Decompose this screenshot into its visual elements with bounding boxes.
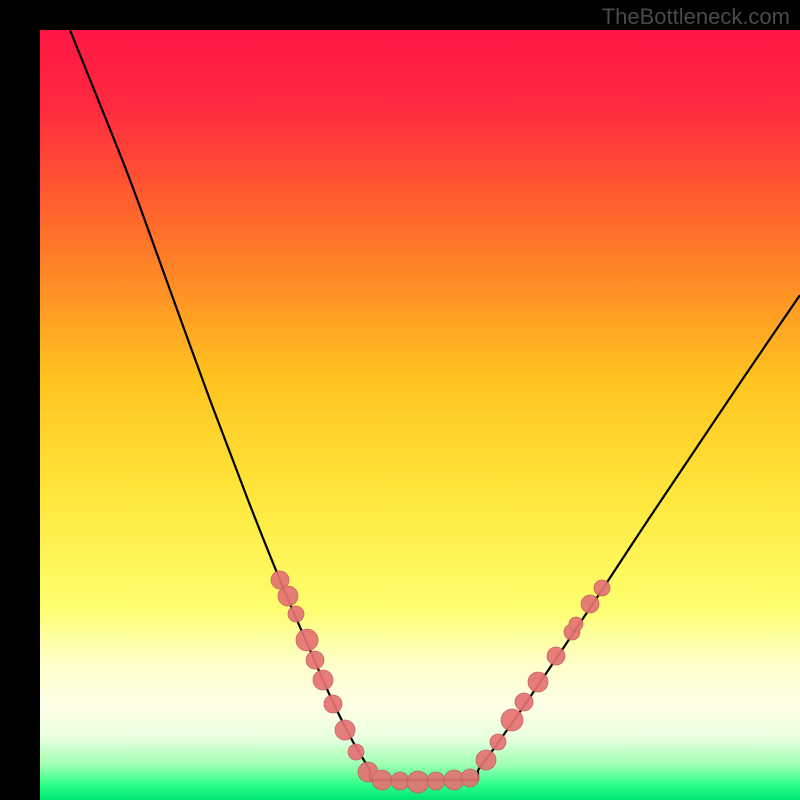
data-marker <box>372 770 392 790</box>
data-marker <box>476 750 496 770</box>
chart-container: TheBottleneck.com <box>0 0 800 800</box>
plot-area <box>40 30 800 800</box>
data-marker <box>278 586 298 606</box>
data-marker <box>515 693 533 711</box>
watermark-text: TheBottleneck.com <box>602 4 790 30</box>
data-marker <box>296 629 318 651</box>
data-marker <box>427 772 445 790</box>
data-marker <box>547 647 565 665</box>
data-marker <box>335 720 355 740</box>
data-marker <box>288 606 304 622</box>
data-marker <box>313 670 333 690</box>
data-marker <box>490 734 506 750</box>
data-marker <box>501 709 523 731</box>
data-marker <box>348 744 364 760</box>
data-marker <box>324 695 342 713</box>
data-marker <box>461 769 479 787</box>
data-marker <box>407 771 429 793</box>
data-marker <box>306 651 324 669</box>
data-marker <box>528 672 548 692</box>
data-marker <box>581 595 599 613</box>
data-marker <box>594 580 610 596</box>
data-marker <box>569 617 583 631</box>
bottleneck-chart <box>0 0 800 800</box>
data-marker <box>391 772 409 790</box>
